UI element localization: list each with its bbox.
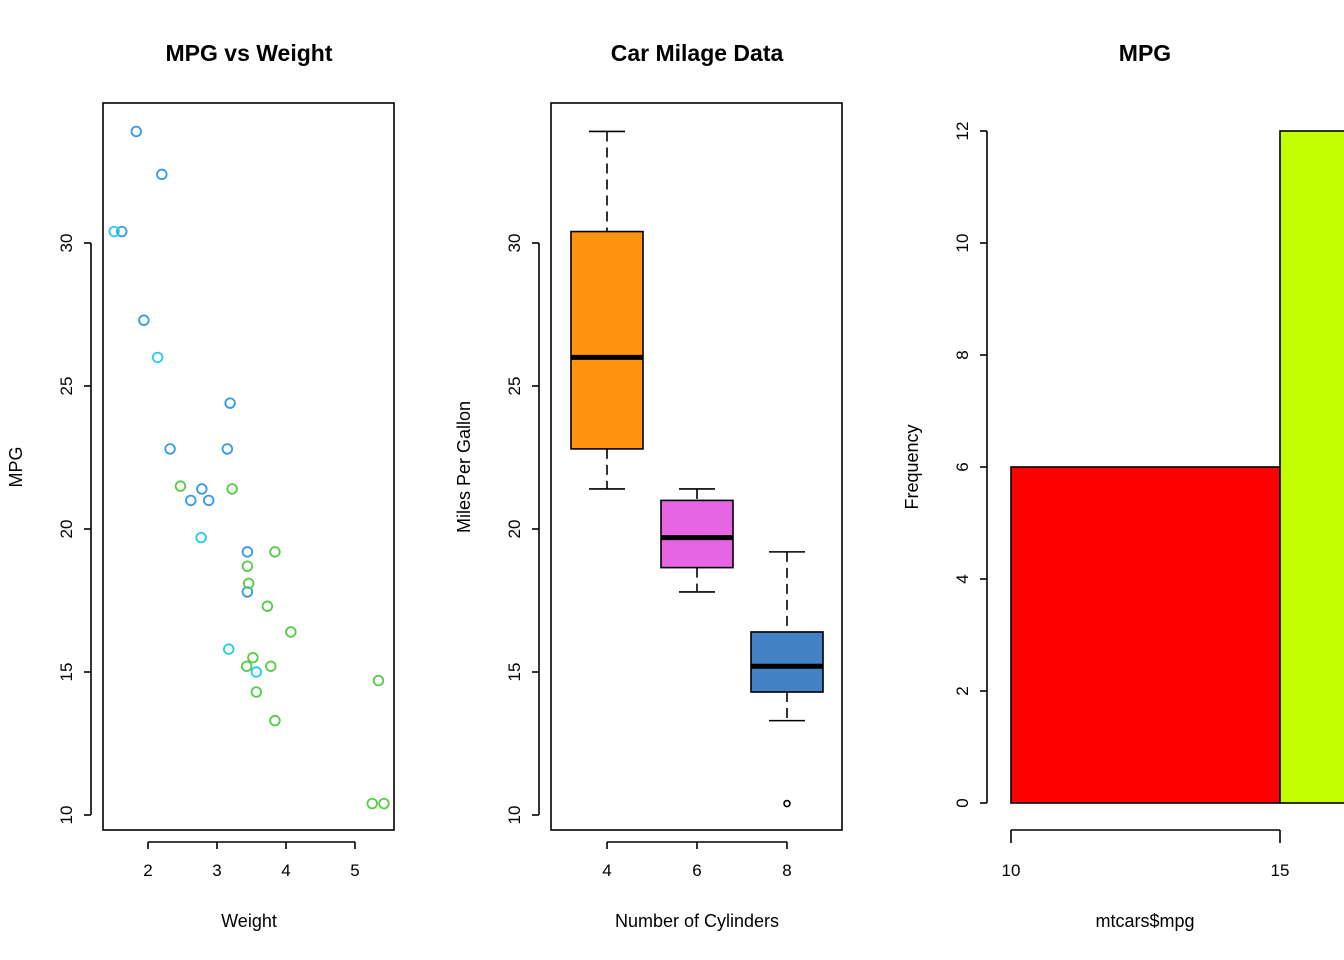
scatter-x-ticks: 2 3 4 5 <box>143 842 360 880</box>
scatter-y-tick-label: 25 <box>57 377 76 396</box>
boxplot-x-tick-label: 8 <box>782 861 791 880</box>
box-group <box>570 130 644 490</box>
boxplot-y-tick-label: 30 <box>505 234 524 253</box>
boxplot-y-tick-label: 20 <box>505 520 524 539</box>
scatter-point <box>241 546 254 558</box>
histogram-x-label: mtcars$mpg <box>1095 911 1194 931</box>
scatter-point <box>151 351 164 364</box>
histogram-y-tick-label: 12 <box>953 122 972 141</box>
scatter-y-tick-label: 30 <box>57 234 76 253</box>
scatter-point <box>130 125 142 138</box>
scatter-point <box>250 666 263 678</box>
box-group <box>660 488 734 593</box>
scatter-point <box>221 443 234 455</box>
boxplot-y-tick-label: 25 <box>505 377 524 396</box>
histogram-bars <box>1010 130 1344 804</box>
boxplot-x-label: Number of Cylinders <box>615 911 779 931</box>
histogram-y-tick-label: 10 <box>953 234 972 253</box>
scatter-panel: MPG vs Weight 10 15 20 25 30 2 3 4 5 Weight MPG <box>6 40 395 931</box>
histogram-x-ticks: 101520253035 <box>1002 830 1290 880</box>
scatter-point <box>185 494 197 507</box>
scatter-point <box>243 577 255 590</box>
scatter-y-ticks: 10 15 20 25 30 <box>57 234 91 825</box>
boxplot-title: Car Milage Data <box>611 40 784 66</box>
boxplot-y-label: Miles Per Gallon <box>454 401 474 533</box>
scatter-point <box>261 600 274 612</box>
scatter-y-tick-label: 15 <box>57 663 76 682</box>
boxplot-y-tick-label: 10 <box>505 806 524 825</box>
box-group <box>750 551 824 808</box>
scatter-point <box>250 686 263 698</box>
scatter-point <box>156 168 168 181</box>
box-body <box>750 631 824 693</box>
scatter-point <box>108 225 120 238</box>
scatter-point <box>269 546 281 558</box>
histogram-title: MPG <box>1119 40 1171 66</box>
scatter-point <box>174 480 187 492</box>
scatter-point <box>116 225 128 238</box>
boxplot-x-ticks: 4 6 8 <box>602 842 792 880</box>
scatter-y-tick-label: 10 <box>57 806 76 825</box>
boxplot-x-tick-label: 6 <box>692 861 701 880</box>
scatter-y-label: MPG <box>6 446 26 487</box>
scatter-point <box>265 660 277 672</box>
scatter-y-tick-label: 20 <box>57 520 76 539</box>
histogram-y-tick-label: 6 <box>953 462 972 471</box>
boxplot-panel: Car Milage Data 10 15 20 25 30 4 6 8 Number of… <box>454 40 843 931</box>
histogram-y-ticks: 0 2 4 6 8 10 12 <box>953 122 987 808</box>
scatter-point <box>203 494 215 507</box>
scatter-point <box>269 714 281 727</box>
scatter-plot-frame <box>102 102 395 831</box>
box-body <box>570 230 644 450</box>
scatter-point <box>224 397 236 409</box>
boxplot-y-tick-label: 15 <box>505 663 524 682</box>
histogram-y-label: Frequency <box>902 424 922 509</box>
scatter-x-tick-label: 2 <box>143 861 152 880</box>
scatter-point <box>240 660 253 672</box>
scatter-point <box>241 560 254 572</box>
histogram-y-tick-label: 2 <box>953 686 972 695</box>
scatter-x-tick-label: 5 <box>350 861 359 880</box>
boxplot-x-tick-label: 4 <box>602 861 611 880</box>
boxplot-plot-frame <box>550 102 843 831</box>
histogram-x-tick-label: 10 <box>1002 861 1021 880</box>
scatter-point <box>372 674 385 687</box>
scatter-points <box>108 125 390 810</box>
box-body <box>660 499 734 569</box>
box-outlier <box>783 799 791 808</box>
scatter-x-tick-label: 3 <box>212 861 221 880</box>
scatter-point <box>138 314 150 326</box>
scatter-point <box>164 443 176 455</box>
scatter-point <box>223 643 235 655</box>
histogram-y-tick-label: 8 <box>953 350 972 359</box>
scatter-point <box>196 483 208 495</box>
scatter-x-label: Weight <box>221 911 277 931</box>
scatter-point <box>226 483 238 495</box>
histogram-bar <box>1279 130 1344 804</box>
scatter-x-tick-label: 4 <box>281 861 290 880</box>
scatter-title: MPG vs Weight <box>166 40 333 66</box>
scatter-point <box>247 652 259 664</box>
scatter-point <box>285 626 297 638</box>
histogram-bar <box>1010 466 1281 804</box>
histogram-y-tick-label: 0 <box>953 798 972 807</box>
histogram-x-tick-label: 15 <box>1271 861 1290 880</box>
boxplot-y-ticks: 10 15 20 25 30 <box>505 234 539 825</box>
scatter-point <box>378 797 390 810</box>
scatter-point <box>366 797 378 810</box>
histogram-y-tick-label: 4 <box>953 574 972 583</box>
scatter-point <box>195 531 207 544</box>
boxplot-boxes <box>570 130 824 808</box>
